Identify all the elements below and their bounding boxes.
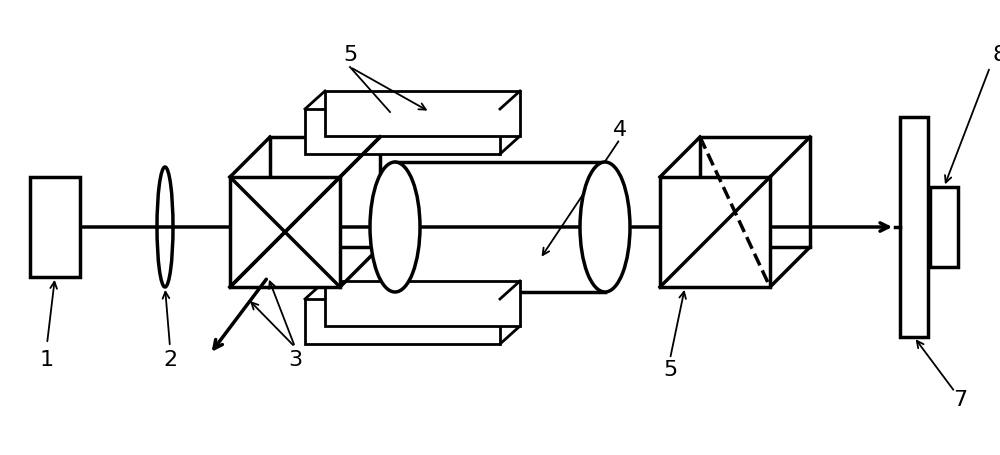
Text: 5: 5 (663, 359, 677, 379)
Bar (930, 187, 958, 268)
Bar (325, 92, 520, 136)
Text: 8: 8 (993, 45, 1000, 65)
Ellipse shape (580, 162, 630, 293)
Bar (305, 299, 500, 344)
Bar (305, 110, 500, 155)
Ellipse shape (157, 167, 173, 288)
Text: 5: 5 (343, 45, 357, 65)
Polygon shape (660, 177, 770, 288)
Bar (900, 118, 928, 337)
Polygon shape (270, 138, 380, 248)
Bar (395, 162, 605, 293)
Bar (325, 281, 520, 326)
Text: 4: 4 (613, 120, 627, 140)
Text: 2: 2 (163, 349, 177, 369)
Polygon shape (230, 177, 340, 288)
Text: 3: 3 (288, 349, 302, 369)
Text: 1: 1 (40, 349, 54, 369)
Polygon shape (700, 138, 810, 248)
Text: 7: 7 (953, 389, 967, 409)
Bar (30, 177, 80, 278)
Ellipse shape (370, 162, 420, 293)
